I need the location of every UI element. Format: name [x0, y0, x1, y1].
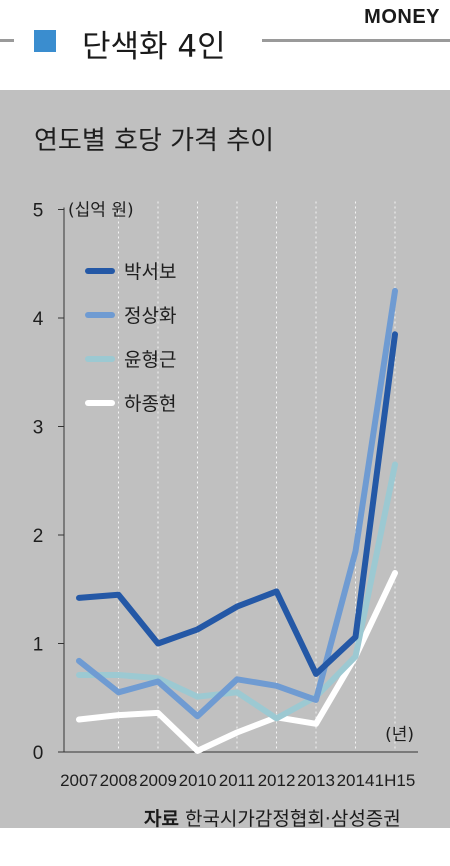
x-tick-label: 2012	[258, 771, 296, 790]
x-tick-label: 2014	[337, 771, 375, 790]
x-tick-label: 2007	[60, 771, 98, 790]
x-tick-label: 2009	[139, 771, 177, 790]
y-axis-unit-label: (십억 원)	[68, 201, 134, 221]
series-line	[76, 331, 398, 677]
header-rule-left	[0, 39, 14, 42]
y-tick-label: 2	[33, 526, 44, 547]
header: 단색화 4인 MONEY	[0, 0, 450, 90]
legend-label: 박서보	[124, 261, 176, 283]
series-lines	[76, 287, 398, 754]
x-tick-label: 2013	[297, 771, 335, 790]
page-title: 단색화 4인	[82, 29, 226, 65]
x-tick-label: 2010	[179, 771, 217, 790]
header-rule-right	[262, 39, 450, 42]
legend-label: 정상화	[124, 305, 176, 327]
x-tick-label: 2008	[100, 771, 138, 790]
series-line	[76, 461, 398, 722]
title-marker-square	[34, 30, 56, 52]
y-tick-label: 1	[33, 635, 44, 656]
y-tick-label: 4	[33, 309, 44, 330]
source-note: 자료 한국시가감정협회·삼성증권	[144, 804, 401, 831]
legend-label: 하종현	[124, 393, 176, 415]
brand-logo: MONEY	[364, 6, 440, 28]
chart-title: 연도별 호당 가격 추이	[34, 126, 275, 156]
chart-panel	[0, 90, 450, 828]
series-line	[76, 570, 398, 754]
y-tick-label: 5	[33, 201, 44, 222]
y-tick-label: 3	[33, 418, 44, 439]
y-tick-label: 0	[33, 743, 44, 764]
legend-label: 윤형근	[124, 349, 176, 371]
x-axis-unit-label: (년)	[385, 725, 414, 745]
source-text: 한국시가감정협회·삼성증권	[184, 808, 401, 830]
x-tick-label: 1H15	[375, 771, 416, 790]
x-tick-label: 2011	[219, 771, 256, 790]
series-line	[76, 287, 398, 720]
grid-layer	[118, 201, 396, 752]
source-label: 자료	[144, 808, 179, 830]
